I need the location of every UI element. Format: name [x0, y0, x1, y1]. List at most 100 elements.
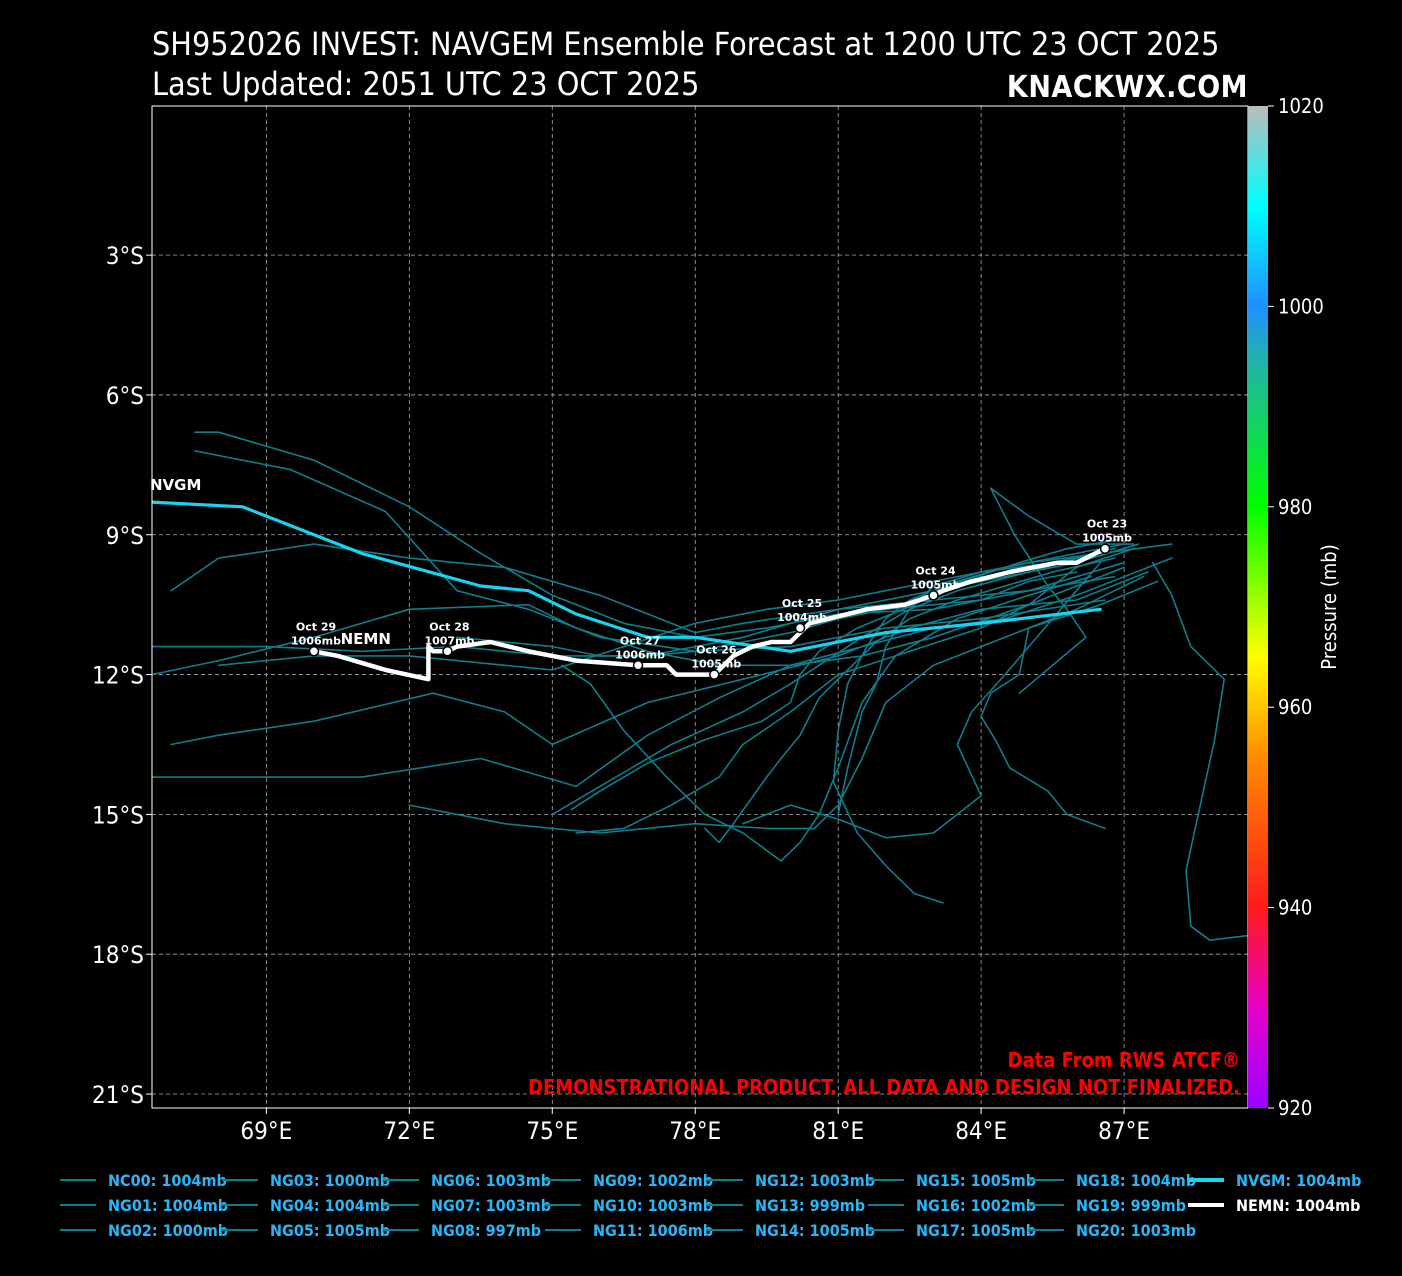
nemn-point-date: Oct 29: [296, 620, 336, 633]
colorbar-tick-label: 940: [1278, 896, 1312, 920]
legend-label: NG11: 1006mb: [593, 1220, 714, 1240]
legend-label: NG04: 1004mb: [270, 1195, 391, 1215]
legend-item: NG05: 1005mb: [222, 1218, 390, 1242]
legend-label: NVGM: 1004mb: [1236, 1170, 1362, 1190]
legend-swatch: [60, 1179, 96, 1181]
colorbar-tick-label: 980: [1278, 495, 1312, 519]
colorbar-tick-label: 960: [1278, 695, 1312, 719]
legend-label: NEMN: 1004mb: [1236, 1195, 1361, 1215]
chart-title: SH952026 INVEST: NAVGEM Ensemble Forecas…: [152, 25, 1220, 63]
legend-label: NG18: 1004mb: [1076, 1170, 1197, 1190]
legend-item: NG04: 1004mb: [222, 1193, 390, 1217]
legend-label: NG19: 999mb: [1076, 1195, 1187, 1215]
nemn-point-pressure: 1006mb: [291, 634, 341, 647]
track-name-label: NEMN: [341, 630, 391, 648]
track-lines: [152, 431, 1248, 942]
legend-swatch: [868, 1204, 904, 1206]
nemn-point-pressure: 1004mb: [777, 611, 827, 624]
legend-item: NG08: 997mb: [383, 1218, 541, 1242]
legend-swatch: [1028, 1179, 1064, 1181]
legend-label: NG13: 999mb: [755, 1195, 866, 1215]
track-ng17: [989, 487, 1135, 695]
legend-swatch: [383, 1229, 419, 1231]
nemn-point-pressure: 1007mb: [424, 634, 474, 647]
legend-label: NG15: 1005mb: [916, 1170, 1037, 1190]
legend-item: NG12: 1003mb: [707, 1168, 875, 1192]
track-ng15: [560, 575, 1092, 862]
y-tick-label: 15°S: [92, 801, 144, 829]
legend-label: NG01: 1004mb: [108, 1195, 229, 1215]
x-tick-label: 75°E: [526, 1117, 578, 1145]
track-ng11: [1151, 561, 1248, 942]
nemn-point-date: Oct 26: [696, 644, 737, 657]
legend-item: NG13: 999mb: [707, 1193, 865, 1217]
colorbar-label: Pressure (mb): [1317, 544, 1341, 669]
nemn-point-date: Oct 27: [620, 634, 660, 647]
track-ng20: [570, 538, 1121, 811]
legend-swatch: [383, 1179, 419, 1181]
legend-label: NG03: 1000mb: [270, 1170, 391, 1190]
legend-label: NG20: 1003mb: [1076, 1220, 1197, 1240]
legend-swatch: [60, 1229, 96, 1231]
legend-swatch: [60, 1204, 96, 1206]
y-tick-label: 21°S: [92, 1081, 144, 1109]
x-tick-label: 87°E: [1098, 1117, 1150, 1145]
nemn-point-pressure: 1006mb: [615, 648, 665, 661]
legend-item: NG11: 1006mb: [545, 1218, 713, 1242]
track-nvgm: [152, 500, 1102, 653]
legend-item: NG20: 1003mb: [1028, 1218, 1196, 1242]
nemn-point: [794, 622, 806, 634]
track-ng02: [170, 571, 1149, 746]
data-source-note: Data From RWS ATCF®: [1007, 1048, 1240, 1072]
x-tick-label: 69°E: [240, 1117, 292, 1145]
nemn-point-pressure: 1005mb: [1082, 532, 1132, 545]
legend-swatch: [868, 1179, 904, 1181]
nemn-point: [442, 646, 453, 657]
legend-item: NEMN: 1004mb: [1188, 1193, 1360, 1217]
legend-swatch: [222, 1229, 258, 1231]
x-tick-label: 72°E: [383, 1117, 435, 1145]
nemn-point-pressure: 1005mb: [911, 578, 961, 591]
legend-item: NG01: 1004mb: [60, 1193, 228, 1217]
legend-label: NC00: 1004mb: [108, 1170, 227, 1190]
legend-label: NG02: 1000mb: [108, 1220, 229, 1240]
track-ng07: [551, 552, 1097, 816]
legend-swatch: [1028, 1229, 1064, 1231]
legend-item: NG09: 1002mb: [545, 1168, 713, 1192]
legend-item: NG10: 1003mb: [545, 1193, 713, 1217]
colorbar-tick-label: 1020: [1278, 94, 1324, 118]
legend-swatch: [545, 1204, 581, 1206]
track-nc00: [194, 450, 1106, 653]
legend-label: NG17: 1005mb: [916, 1220, 1037, 1240]
legend-swatch: [545, 1229, 581, 1231]
brand-logo-text: KNACKWX.COM: [1006, 70, 1248, 105]
legend-item: NG07: 1003mb: [383, 1193, 551, 1217]
y-tick-label: 3°S: [106, 242, 144, 270]
track-ng14: [456, 571, 1078, 657]
last-updated-subtitle: Last Updated: 2051 UTC 23 OCT 2025: [152, 65, 700, 103]
track-ng06: [170, 543, 1140, 634]
legend-label: NG09: 1002mb: [593, 1170, 714, 1190]
legend-label: NG07: 1003mb: [431, 1195, 552, 1215]
nemn-point: [308, 646, 320, 657]
legend-label: NG10: 1003mb: [593, 1195, 714, 1215]
plot-frame: [151, 105, 1249, 1109]
legend-item: NC00: 1004mb: [60, 1168, 227, 1192]
track-ng08: [408, 575, 1144, 834]
y-tick-label: 18°S: [92, 941, 144, 969]
track-ng10: [742, 561, 1102, 839]
track-ng03: [152, 557, 1173, 788]
legend-item: NG02: 1000mb: [60, 1218, 228, 1242]
track-ng13: [837, 543, 1173, 816]
nemn-point-date: Oct 25: [782, 597, 822, 610]
legend-item: NG14: 1005mb: [707, 1218, 875, 1242]
axis-ticks: 69°E 72°E 75°E 78°E 81°E 84°E 87°E 3°S 6°S 9°S 12°…: [92, 242, 1150, 1145]
nemn-point: [1099, 543, 1111, 554]
nemn-point-pressure: 1005mb: [691, 658, 741, 671]
legend-item: NG18: 1004mb: [1028, 1168, 1196, 1192]
pressure-colorbar: [1248, 106, 1268, 1108]
legend-swatch: [1188, 1178, 1224, 1182]
legend-item: NG17: 1005mb: [868, 1218, 1036, 1242]
x-tick-label: 78°E: [669, 1117, 721, 1145]
